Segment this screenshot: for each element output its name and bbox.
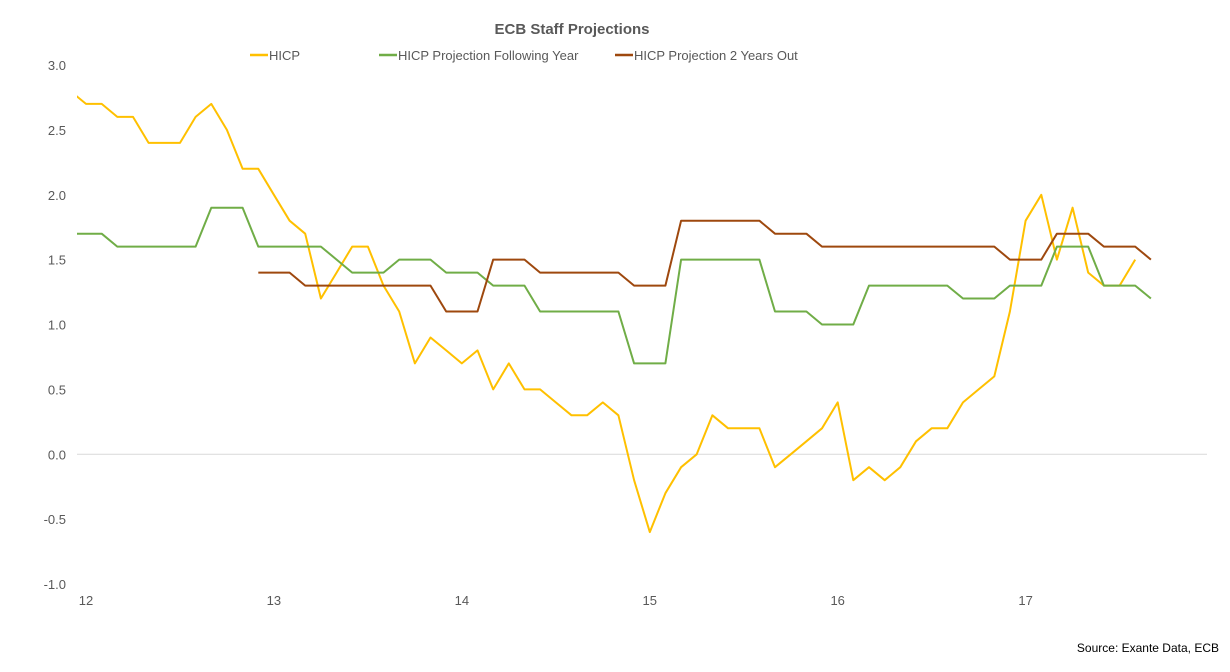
legend-label: HICP Projection Following Year xyxy=(398,48,579,63)
y-tick-label: 3.0 xyxy=(48,58,66,73)
x-tick-label: 16 xyxy=(830,593,844,608)
y-tick-label: -0.5 xyxy=(44,512,66,527)
y-tick-label: 0.5 xyxy=(48,382,66,397)
legend: HICP HICP Projection Following Year HICP P… xyxy=(250,48,798,63)
chart-title: ECB Staff Projections xyxy=(494,21,649,38)
x-tick-label: 15 xyxy=(643,593,657,608)
series-line-1 xyxy=(77,95,1137,534)
y-tick-label: 2.5 xyxy=(48,123,66,138)
legend-item: HICP xyxy=(250,48,300,63)
series-group xyxy=(77,95,1152,534)
y-tick-label: 1.0 xyxy=(48,318,66,333)
x-tick-label: 13 xyxy=(267,593,281,608)
x-tick-label: 14 xyxy=(455,593,469,608)
series-line-3 xyxy=(258,219,1152,313)
y-tick-label: 1.5 xyxy=(48,253,66,268)
x-axis: 12 13 14 15 16 17 xyxy=(79,593,1033,608)
legend-item: HICP Projection Following Year xyxy=(379,48,579,63)
legend-label: HICP Projection 2 Years Out xyxy=(634,48,798,63)
x-tick-label: 12 xyxy=(79,593,93,608)
y-axis: 3.0 2.5 2.0 1.5 1.0 0.5 0.0 -0.5 -1.0 xyxy=(44,58,66,592)
source-note: Source: Exante Data, ECB xyxy=(1077,641,1219,655)
x-tick-label: 17 xyxy=(1018,593,1032,608)
y-tick-label: 2.0 xyxy=(48,188,66,203)
legend-label: HICP xyxy=(269,48,300,63)
legend-item: HICP Projection 2 Years Out xyxy=(615,48,798,63)
y-tick-label: -1.0 xyxy=(44,577,66,592)
series-line-2 xyxy=(77,206,1152,365)
y-tick-label: 0.0 xyxy=(48,447,66,462)
